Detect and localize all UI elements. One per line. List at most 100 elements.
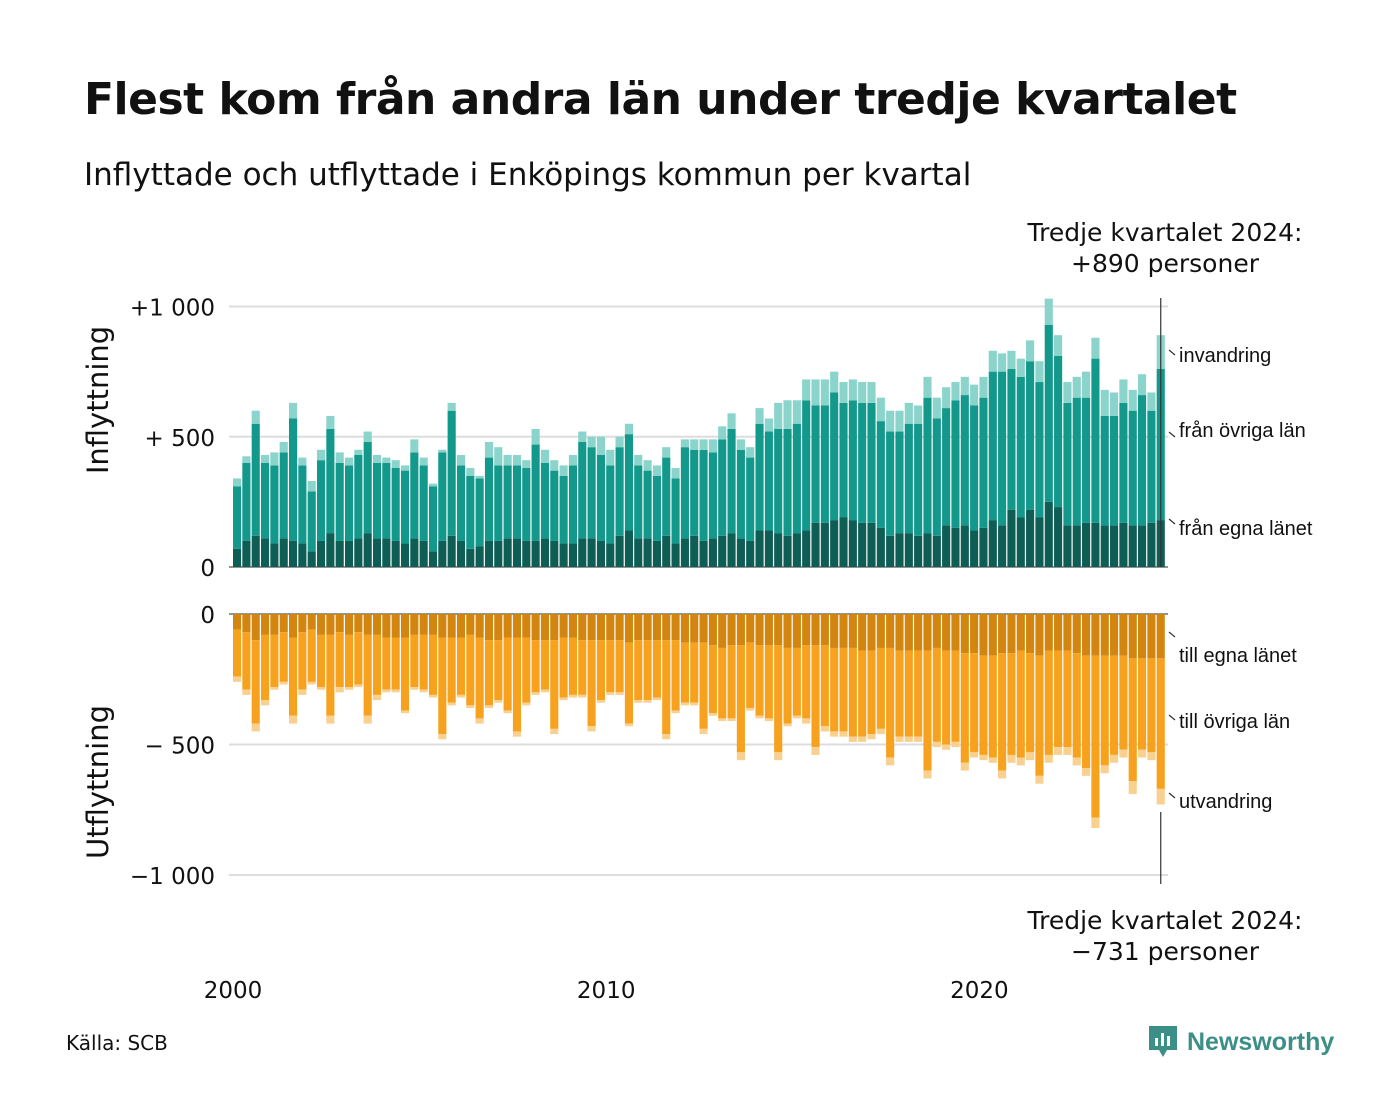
- bar-segment-out-emigration: [736, 752, 745, 761]
- bar-segment-in-immigration: [802, 379, 811, 401]
- bar-segment-in-other: [260, 462, 270, 539]
- bar-segment-out-emigration: [615, 692, 624, 695]
- bar-segment-out-own: [643, 614, 652, 641]
- latest-outflow-annotation: Tredje kvartalet 2024: −731 personer: [1005, 905, 1325, 967]
- chart-title: Flest kom från andra län under tredje kv…: [84, 74, 1237, 125]
- newsworthy-logo: Newsworthy: [1147, 1024, 1334, 1060]
- bar-segment-in-own: [680, 538, 689, 567]
- series-callout: [1168, 431, 1176, 438]
- bar-segment-in-immigration: [1072, 376, 1081, 398]
- bar-segment-out-other: [755, 645, 764, 716]
- bar-segment-out-other: [1119, 655, 1128, 750]
- bar-segment-out-other: [652, 640, 661, 698]
- bar-segment-in-other: [951, 400, 960, 528]
- series-label: utvandring: [1179, 791, 1272, 813]
- bar-segment-in-immigration: [858, 382, 867, 403]
- bar-segment-out-own: [354, 614, 363, 633]
- bar-segment-in-immigration: [382, 457, 391, 463]
- bar-segment-in-immigration: [512, 454, 522, 466]
- bar-segment-out-emigration: [316, 687, 326, 690]
- bar-segment-out-emigration: [1082, 767, 1091, 776]
- bar-segment-in-immigration: [867, 382, 876, 403]
- bar-segment-in-own: [671, 543, 680, 567]
- bar-segment-out-other: [251, 640, 260, 724]
- bar-segment-out-other: [307, 629, 316, 682]
- bar-segment-in-immigration: [447, 402, 456, 411]
- bar-segment-in-other: [1007, 369, 1016, 510]
- bar-segment-in-own: [708, 538, 717, 567]
- bar-segment-out-other: [382, 637, 391, 690]
- bar-segment-in-immigration: [998, 353, 1007, 372]
- bar-segment-out-other: [1035, 655, 1044, 776]
- bar-segment-out-other: [391, 637, 400, 690]
- bar-segment-out-emigration: [484, 705, 494, 708]
- bar-segment-out-other: [522, 637, 531, 703]
- bar-segment-in-other: [764, 431, 773, 531]
- bar-segment-in-own: [438, 540, 447, 567]
- bar-segment-out-own: [1035, 614, 1044, 656]
- bar-segment-out-emigration: [494, 700, 503, 703]
- bar-segment-out-emigration: [1072, 757, 1081, 766]
- bar-segment-in-own: [270, 543, 279, 567]
- bar-segment-out-own: [251, 614, 260, 641]
- bar-segment-in-own: [914, 535, 923, 567]
- bar-segment-out-own: [316, 614, 326, 635]
- bar-segment-out-other: [1110, 655, 1119, 755]
- bar-segment-in-other: [550, 470, 559, 541]
- bar-segment-in-other: [1110, 415, 1119, 526]
- bar-segment-out-emigration: [839, 731, 848, 737]
- bar-segment-out-other: [1044, 650, 1053, 755]
- bar-segment-out-own: [634, 614, 643, 641]
- bar-segment-in-immigration: [531, 428, 540, 445]
- latest-outflow-annotation-value: −731 personer: [1071, 937, 1259, 966]
- bar-segment-out-other: [372, 634, 382, 695]
- bar-segment-out-emigration: [419, 689, 428, 693]
- bar-segment-in-immigration: [1138, 374, 1147, 396]
- bar-segment-out-own: [298, 614, 307, 633]
- bar-segment-in-other: [288, 418, 298, 541]
- bar-segment-in-other: [970, 405, 979, 531]
- bar-segment-out-emigration: [1054, 747, 1063, 755]
- bar-segment-out-emigration: [1035, 775, 1044, 784]
- series-callout: [1168, 349, 1176, 356]
- bar-segment-out-other: [606, 640, 615, 693]
- bar-segment-in-immigration: [774, 402, 783, 429]
- bar-segment-out-other: [1138, 658, 1147, 750]
- bar-segment-out-emigration: [979, 754, 988, 761]
- bar-segment-in-own: [802, 530, 811, 567]
- bar-segment-in-immigration: [587, 436, 596, 448]
- bar-segment-out-other: [540, 640, 550, 690]
- bar-segment-in-other: [270, 465, 279, 544]
- bar-segment-out-emigration: [680, 702, 689, 706]
- bar-segment-out-emigration: [951, 741, 960, 748]
- bar-segment-out-emigration: [1128, 781, 1137, 795]
- bar-segment-out-own: [858, 614, 867, 651]
- bar-segment-out-other: [1128, 658, 1137, 782]
- bar-segment-in-immigration: [960, 376, 969, 396]
- bar-segment-out-emigration: [662, 734, 671, 740]
- bar-segment-out-emigration: [988, 757, 997, 763]
- bar-segment-in-own: [344, 540, 354, 567]
- bar-segment-in-other: [876, 421, 885, 528]
- bar-segment-in-immigration: [494, 447, 503, 466]
- bar-segment-in-immigration: [792, 400, 801, 424]
- bar-segment-out-own: [1082, 614, 1091, 656]
- bar-segment-out-own: [774, 614, 783, 646]
- latest-inflow-annotation: Tredje kvartalet 2024: +890 personer: [1005, 217, 1325, 279]
- bar-segment-out-own: [1007, 614, 1016, 654]
- bar-segment-in-immigration: [279, 441, 288, 453]
- bar-segment-out-other: [802, 645, 811, 719]
- bar-segment-in-other: [1044, 324, 1053, 502]
- bar-segment-out-own: [876, 614, 885, 648]
- bar-segment-in-immigration: [1035, 361, 1044, 383]
- bar-segment-in-own: [1016, 517, 1025, 567]
- bar-segment-out-own: [802, 614, 811, 646]
- y-tick-label: 0: [200, 556, 215, 582]
- bar-segment-in-own: [1110, 525, 1119, 567]
- bar-segment-out-emigration: [540, 689, 550, 693]
- bar-segment-in-own: [372, 538, 382, 567]
- bar-segment-in-own: [867, 522, 876, 567]
- bar-segment-out-other: [923, 650, 932, 771]
- bar-segment-out-other: [1007, 653, 1016, 755]
- bar-segment-in-other: [606, 465, 615, 544]
